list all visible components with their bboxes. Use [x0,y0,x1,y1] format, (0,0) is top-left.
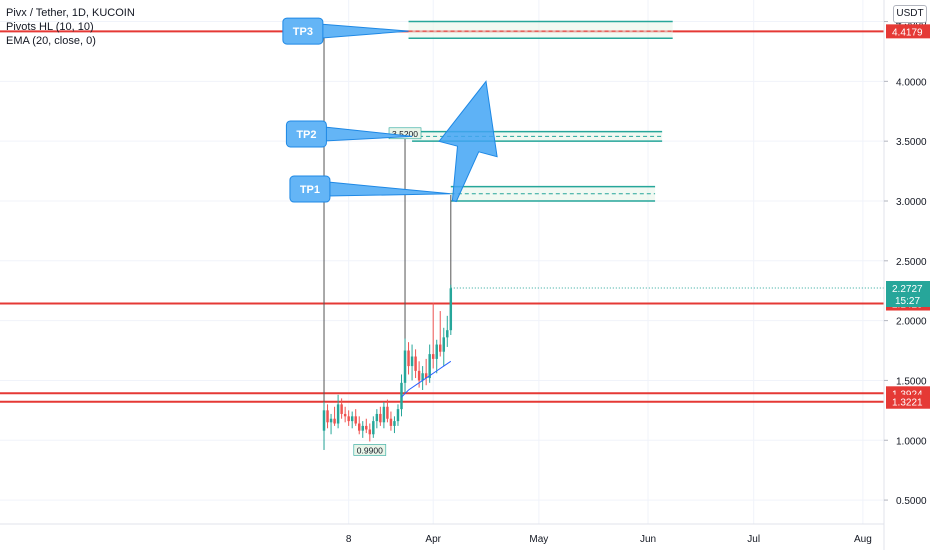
candle-body [375,413,379,422]
time-tick-label: 8 [346,534,352,545]
price-tick-label: 2.0000 [896,317,927,328]
price-tick-label: 4.0000 [896,77,927,88]
time-tick-label: May [529,534,548,545]
candle-body [407,350,410,367]
price-tick-label: 0.5000 [896,496,927,507]
time-tick-label: Apr [425,534,441,545]
candle-body [340,404,343,414]
price-tag-label: 4.4179 [892,27,923,38]
callout-label: TP3 [293,26,313,38]
callout-box [289,175,331,203]
candle-body [400,382,403,410]
tp-callouts: TP1 TP2 TP3 [282,17,451,203]
candle-body [368,429,372,435]
projection-arrow [438,80,498,203]
time-axis[interactable]: 8 Apr May Jun Jul Aug [0,523,884,545]
candle-body [439,344,442,352]
candle-body [354,416,357,424]
price-tag-label: 1.3221 [892,398,923,409]
target-zone-fill [408,21,673,39]
candle-body [449,288,453,331]
candle-body [393,421,396,426]
candle-body [322,410,326,431]
currency-button[interactable]: USDT [893,5,927,23]
pivot-label: 0.9900 [357,445,383,455]
horizontal-levels [0,30,884,403]
candle-body [403,350,407,383]
price-tag [886,24,930,39]
pivot-label: 3.5200 [392,129,418,139]
candle-body [414,356,417,371]
candle-body [361,425,364,431]
target-zone-fill [450,186,656,201]
candlestick-series [322,284,453,450]
countdown-label: 15:27 [895,296,920,307]
callout-label: TP2 [296,129,316,141]
candle-body [389,418,393,426]
price-axis[interactable]: 0.5000 1.0000 1.5000 2.0000 2.5000 3.0000 3.50… [883,0,930,550]
candle-body [336,404,340,424]
symbol-title[interactable]: Pivx / Tether, 1D, KUCOIN [6,7,135,19]
candle-body [446,330,449,338]
candle-body [326,410,329,423]
candle-body [382,406,386,423]
callout-label: TP1 [300,184,320,196]
candle-body [372,421,375,435]
ema-line [401,360,452,398]
candle-body [417,370,421,381]
price-tag [886,394,930,409]
price-tick-label: 3.5000 [896,137,927,148]
last-price-tag [886,280,930,307]
candle-body [350,416,354,422]
ema-polyline [401,360,452,398]
price-tick-label: 1.5000 [896,376,927,387]
candle-body [358,423,361,431]
candle-body [431,354,435,359]
chart-legend: Pivx / Tether, 1D, KUCOIN Pivots HL (10,… [6,6,135,48]
candle-body [428,354,431,379]
pivot-label-box [353,444,387,456]
price-tick-label: 4.5000 [896,18,927,29]
candle-body [421,373,424,381]
candle-body [442,337,445,352]
candle-body [333,418,336,424]
candle-body [410,356,414,367]
time-tick-label: Jun [640,534,656,545]
candle-body [386,406,389,419]
time-tick-label: Aug [854,534,872,545]
target-zones [408,20,673,202]
candle-body [435,344,438,359]
time-tick-label: Jul [747,534,760,545]
pivot-label-box [388,127,422,140]
candle-body [396,409,400,422]
candle-body [347,416,350,422]
callout-pointer [320,23,409,39]
indicator-pivots[interactable]: Pivots HL (10, 10) [6,21,94,33]
target-zone-fill [412,131,663,142]
price-tick-label: 1.0000 [896,436,927,447]
chart-grid [0,0,884,524]
candle-body [424,373,428,379]
candle-body [365,425,368,430]
pivot-markers: 3.5200 0.9900 [323,31,452,456]
callout-pointer [327,181,451,197]
callout-box [282,17,324,45]
price-tick-label: 2.5000 [896,257,927,268]
projection-arrow-shape [438,80,498,203]
candle-body [329,418,333,423]
last-price-label: 2.2727 [892,284,923,295]
candle-body [379,413,382,423]
indicator-ema[interactable]: EMA (20, close, 0) [6,35,96,47]
callout-box [285,120,327,148]
candle-body [343,413,347,417]
price-tick-label: 3.0000 [896,197,927,208]
